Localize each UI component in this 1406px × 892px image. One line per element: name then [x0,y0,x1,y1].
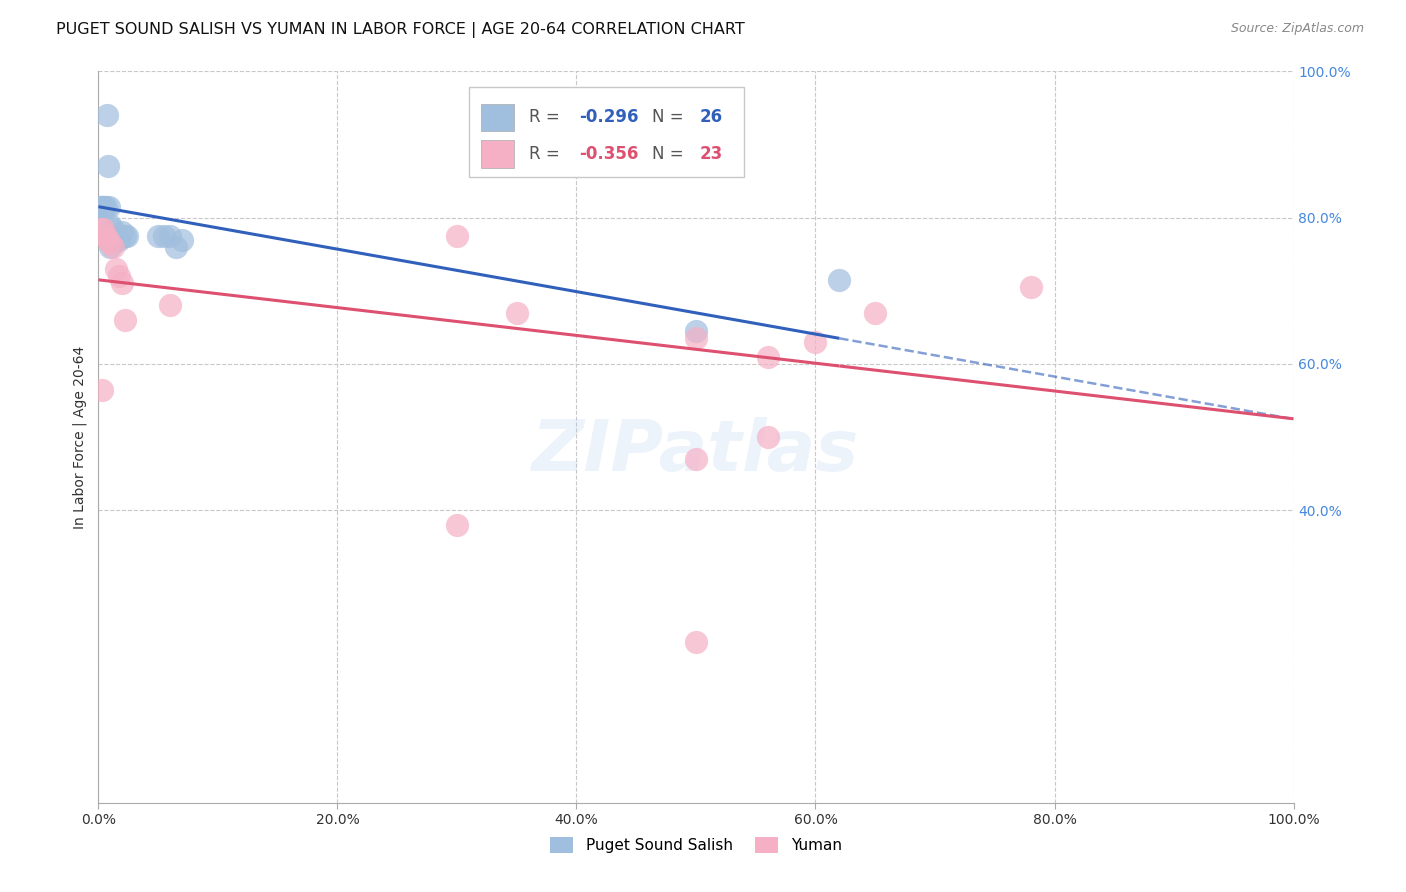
Point [172,233,194,247]
Point [685,324,707,338]
Bar [481,103,515,131]
Point [107,269,129,284]
FancyBboxPatch shape [470,87,744,178]
Point [111,225,134,239]
Point [97,233,120,247]
Point [101,221,124,235]
Legend: Puget Sound Salish, Yuman: Puget Sound Salish, Yuman [543,830,849,861]
Point [90,200,112,214]
Point [91,200,114,214]
Text: PUGET SOUND SALISH VS YUMAN IN LABOR FORCE | AGE 20-64 CORRELATION CHART: PUGET SOUND SALISH VS YUMAN IN LABOR FOR… [56,22,745,38]
Point [104,233,127,247]
Point [685,331,707,345]
Point [93,200,115,214]
Point [756,350,779,364]
Point [828,273,851,287]
Point [865,306,887,320]
Point [159,298,181,312]
Point [111,277,134,291]
Bar [481,140,515,168]
Text: R =: R = [529,109,565,127]
Point [1019,280,1042,294]
Point [107,233,129,247]
Point [506,306,529,320]
Point [114,313,136,327]
Point [90,200,112,214]
Text: N =: N = [652,109,689,127]
Text: -0.296: -0.296 [579,109,638,127]
Point [446,517,468,532]
Point [91,200,114,214]
Point [98,218,122,232]
Point [105,261,128,276]
Text: ZIPatlas: ZIPatlas [533,417,859,486]
Text: R =: R = [529,145,565,163]
Text: Source: ZipAtlas.com: Source: ZipAtlas.com [1230,22,1364,36]
Text: 23: 23 [700,145,723,163]
Point [756,430,779,444]
Point [115,228,138,243]
Point [98,240,122,254]
Point [98,200,121,214]
Point [91,383,114,397]
Point [91,221,114,235]
Point [98,236,122,251]
Point [105,233,128,247]
Point [97,160,120,174]
Point [114,228,136,243]
Point [159,228,181,243]
Point [94,228,117,243]
Y-axis label: In Labor Force | Age 20-64: In Labor Force | Age 20-64 [73,345,87,529]
Point [446,228,468,243]
Text: N =: N = [652,145,689,163]
Text: -0.356: -0.356 [579,145,638,163]
Point [148,228,170,243]
Point [103,228,125,243]
Point [685,635,707,649]
Point [90,221,112,235]
Point [101,240,124,254]
Point [94,200,117,214]
Point [96,108,118,122]
Text: 26: 26 [700,109,723,127]
Point [685,452,707,467]
Point [165,240,187,254]
Point [153,228,176,243]
Point [804,334,827,349]
